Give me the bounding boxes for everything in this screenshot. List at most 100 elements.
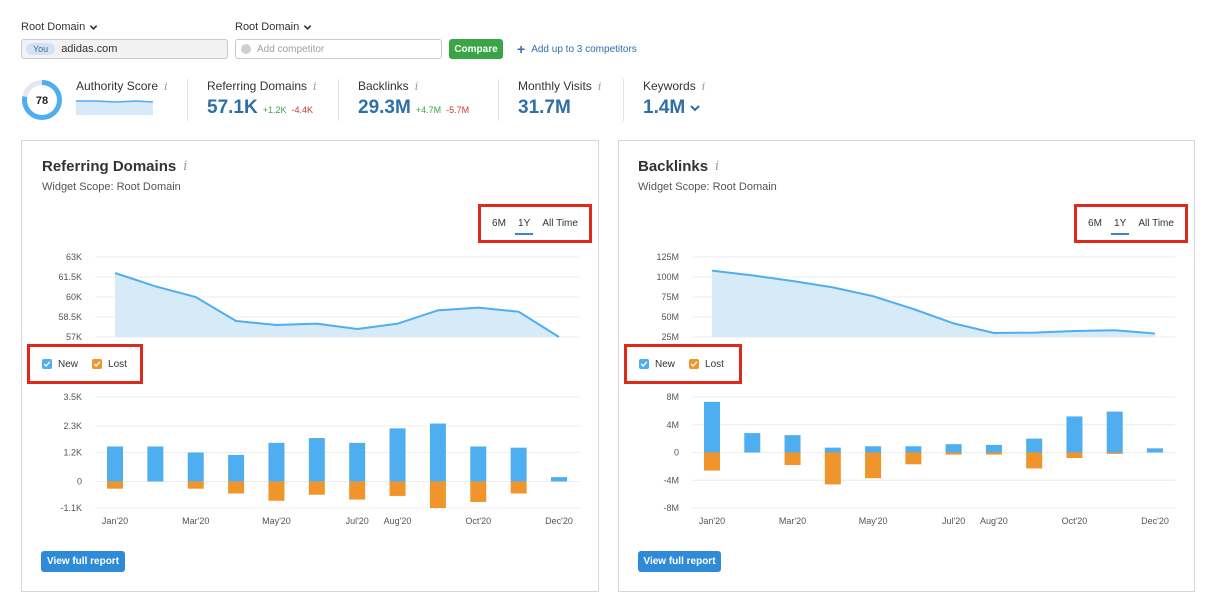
info-icon[interactable]: i [164, 79, 168, 93]
x-tick-label: May'20 [262, 516, 291, 526]
referring-domains-card: Referring Domains i Widget Scope: Root D… [21, 140, 599, 592]
domain-input[interactable]: You adidas.com [21, 39, 228, 59]
legend-new-label: New [655, 358, 676, 370]
legend-new[interactable]: New [42, 359, 78, 370]
root-domain-dropdown[interactable]: Root Domain [21, 21, 98, 33]
compare-button[interactable]: Compare [449, 39, 503, 59]
divider [623, 79, 624, 121]
backlinks-delta-up: +4.7M [415, 105, 442, 115]
bar-lost [1026, 452, 1043, 469]
backlinks-value: 29.3M [358, 97, 411, 118]
info-icon[interactable]: i [715, 159, 720, 174]
y-tick-label: 1.2K [63, 448, 82, 458]
view-full-report-button[interactable]: View full report [41, 551, 125, 572]
y-tick-label: 125M [656, 252, 679, 262]
keywords-value: 1.4M [643, 97, 686, 118]
bar-lost [824, 452, 841, 485]
authority-score-value: 78 [36, 95, 48, 107]
domain-value: adidas.com [61, 43, 118, 55]
y-tick-label: 4M [666, 420, 679, 430]
referring-domains-area-chart: 57K 58.5K 60K 61.5K 63K [58, 252, 579, 341]
chart-legend: New Lost [27, 344, 143, 384]
bar-new [470, 446, 487, 482]
bar-new [429, 423, 446, 482]
divider [498, 79, 499, 121]
range-1y[interactable]: 1Y [1110, 218, 1130, 235]
y-tick-label: 25M [661, 332, 679, 341]
y-tick-label: -4M [664, 475, 680, 485]
y-tick-label: 8M [666, 392, 679, 402]
chart-legend: New Lost [624, 344, 742, 384]
range-all-time[interactable]: All Time [1138, 218, 1174, 229]
checkbox-checked-icon [42, 359, 52, 369]
monthly-visits-value: 31.7M [518, 97, 571, 118]
keywords-metric[interactable]: 1.4M [643, 97, 701, 119]
checkbox-checked-icon [689, 359, 700, 369]
competitor-root-domain-dropdown[interactable]: Root Domain [235, 21, 312, 33]
x-tick-label: Oct'20 [1062, 516, 1088, 526]
backlinks-area-chart: 25M 50M 75M 100M 125M [656, 252, 1175, 341]
x-tick-label: Jul'20 [942, 516, 965, 526]
add-competitors-link[interactable]: + Add up to 3 competitors [517, 42, 637, 56]
time-range-selector: 6M 1Y All Time [1074, 204, 1188, 243]
bar-lost [905, 452, 922, 465]
bar-new [1106, 411, 1123, 453]
bar-new [510, 447, 527, 482]
legend-lost-label: Lost [108, 358, 127, 370]
legend-lost[interactable]: Lost [689, 359, 724, 370]
bar-new [1066, 416, 1083, 453]
view-full-report-button[interactable]: View full report [638, 551, 721, 572]
divider [187, 79, 188, 121]
info-icon[interactable]: i [313, 79, 317, 93]
bar-lost [704, 452, 720, 471]
chevron-down-icon[interactable] [689, 103, 701, 113]
referring-domains-metric[interactable]: 57.1K +1.2K -4.4K [207, 97, 313, 119]
range-1y[interactable]: 1Y [514, 218, 534, 235]
range-6m[interactable]: 6M [492, 218, 506, 229]
legend-lost[interactable]: Lost [92, 359, 127, 370]
monthly-visits-label: Monthly Visits i [518, 79, 601, 93]
plus-icon: + [517, 41, 526, 57]
x-tick-label: Mar'20 [182, 516, 209, 526]
range-6m[interactable]: 6M [1088, 218, 1102, 229]
info-icon[interactable]: i [701, 79, 706, 93]
bar-lost [985, 452, 1002, 455]
referring-domains-value: 57.1K [207, 97, 258, 118]
chevron-down-icon [89, 24, 98, 30]
x-tick-label: Oct'20 [465, 516, 491, 526]
y-tick-label: 3.5K [63, 392, 82, 402]
legend-new[interactable]: New [639, 359, 675, 370]
range-all-time[interactable]: All Time [542, 218, 578, 229]
area-fill [712, 270, 1155, 337]
chevron-down-icon [303, 24, 312, 30]
monthly-visits-metric[interactable]: 31.7M [518, 97, 571, 119]
backlinks-metric[interactable]: 29.3M +4.7M -5.7M [358, 97, 469, 119]
bar-new [824, 447, 841, 453]
backlinks-text: Backlinks [358, 79, 409, 93]
authority-score-text: Authority Score [76, 79, 159, 93]
card-title: Backlinks i [638, 158, 719, 175]
divider [338, 79, 339, 121]
bar-lost [268, 481, 285, 501]
bar-new [147, 446, 164, 482]
y-tick-label: 100M [656, 272, 679, 282]
bar-new [228, 454, 245, 482]
x-tick-label: Dec'20 [1141, 516, 1169, 526]
keywords-text: Keywords [643, 79, 696, 93]
bar-lost [107, 481, 123, 489]
info-icon[interactable]: i [183, 159, 188, 174]
competitor-input[interactable]: Add competitor [235, 39, 442, 59]
info-icon[interactable]: i [414, 79, 419, 93]
backlinks-delta-down: -5.7M [446, 105, 470, 115]
referring-domains-delta-up: +1.2K [262, 105, 287, 115]
keywords-label: Keywords i [643, 79, 705, 93]
info-icon[interactable]: i [597, 79, 602, 93]
x-tick-label: May'20 [859, 516, 888, 526]
bar-new [107, 446, 123, 482]
x-tick-label: Jan'20 [699, 516, 725, 526]
series-line [711, 269, 1156, 335]
bar-lost [429, 481, 446, 508]
checkbox-checked-icon [639, 359, 649, 369]
bar-new [704, 401, 720, 453]
competitor-placeholder: Add competitor [257, 43, 325, 55]
